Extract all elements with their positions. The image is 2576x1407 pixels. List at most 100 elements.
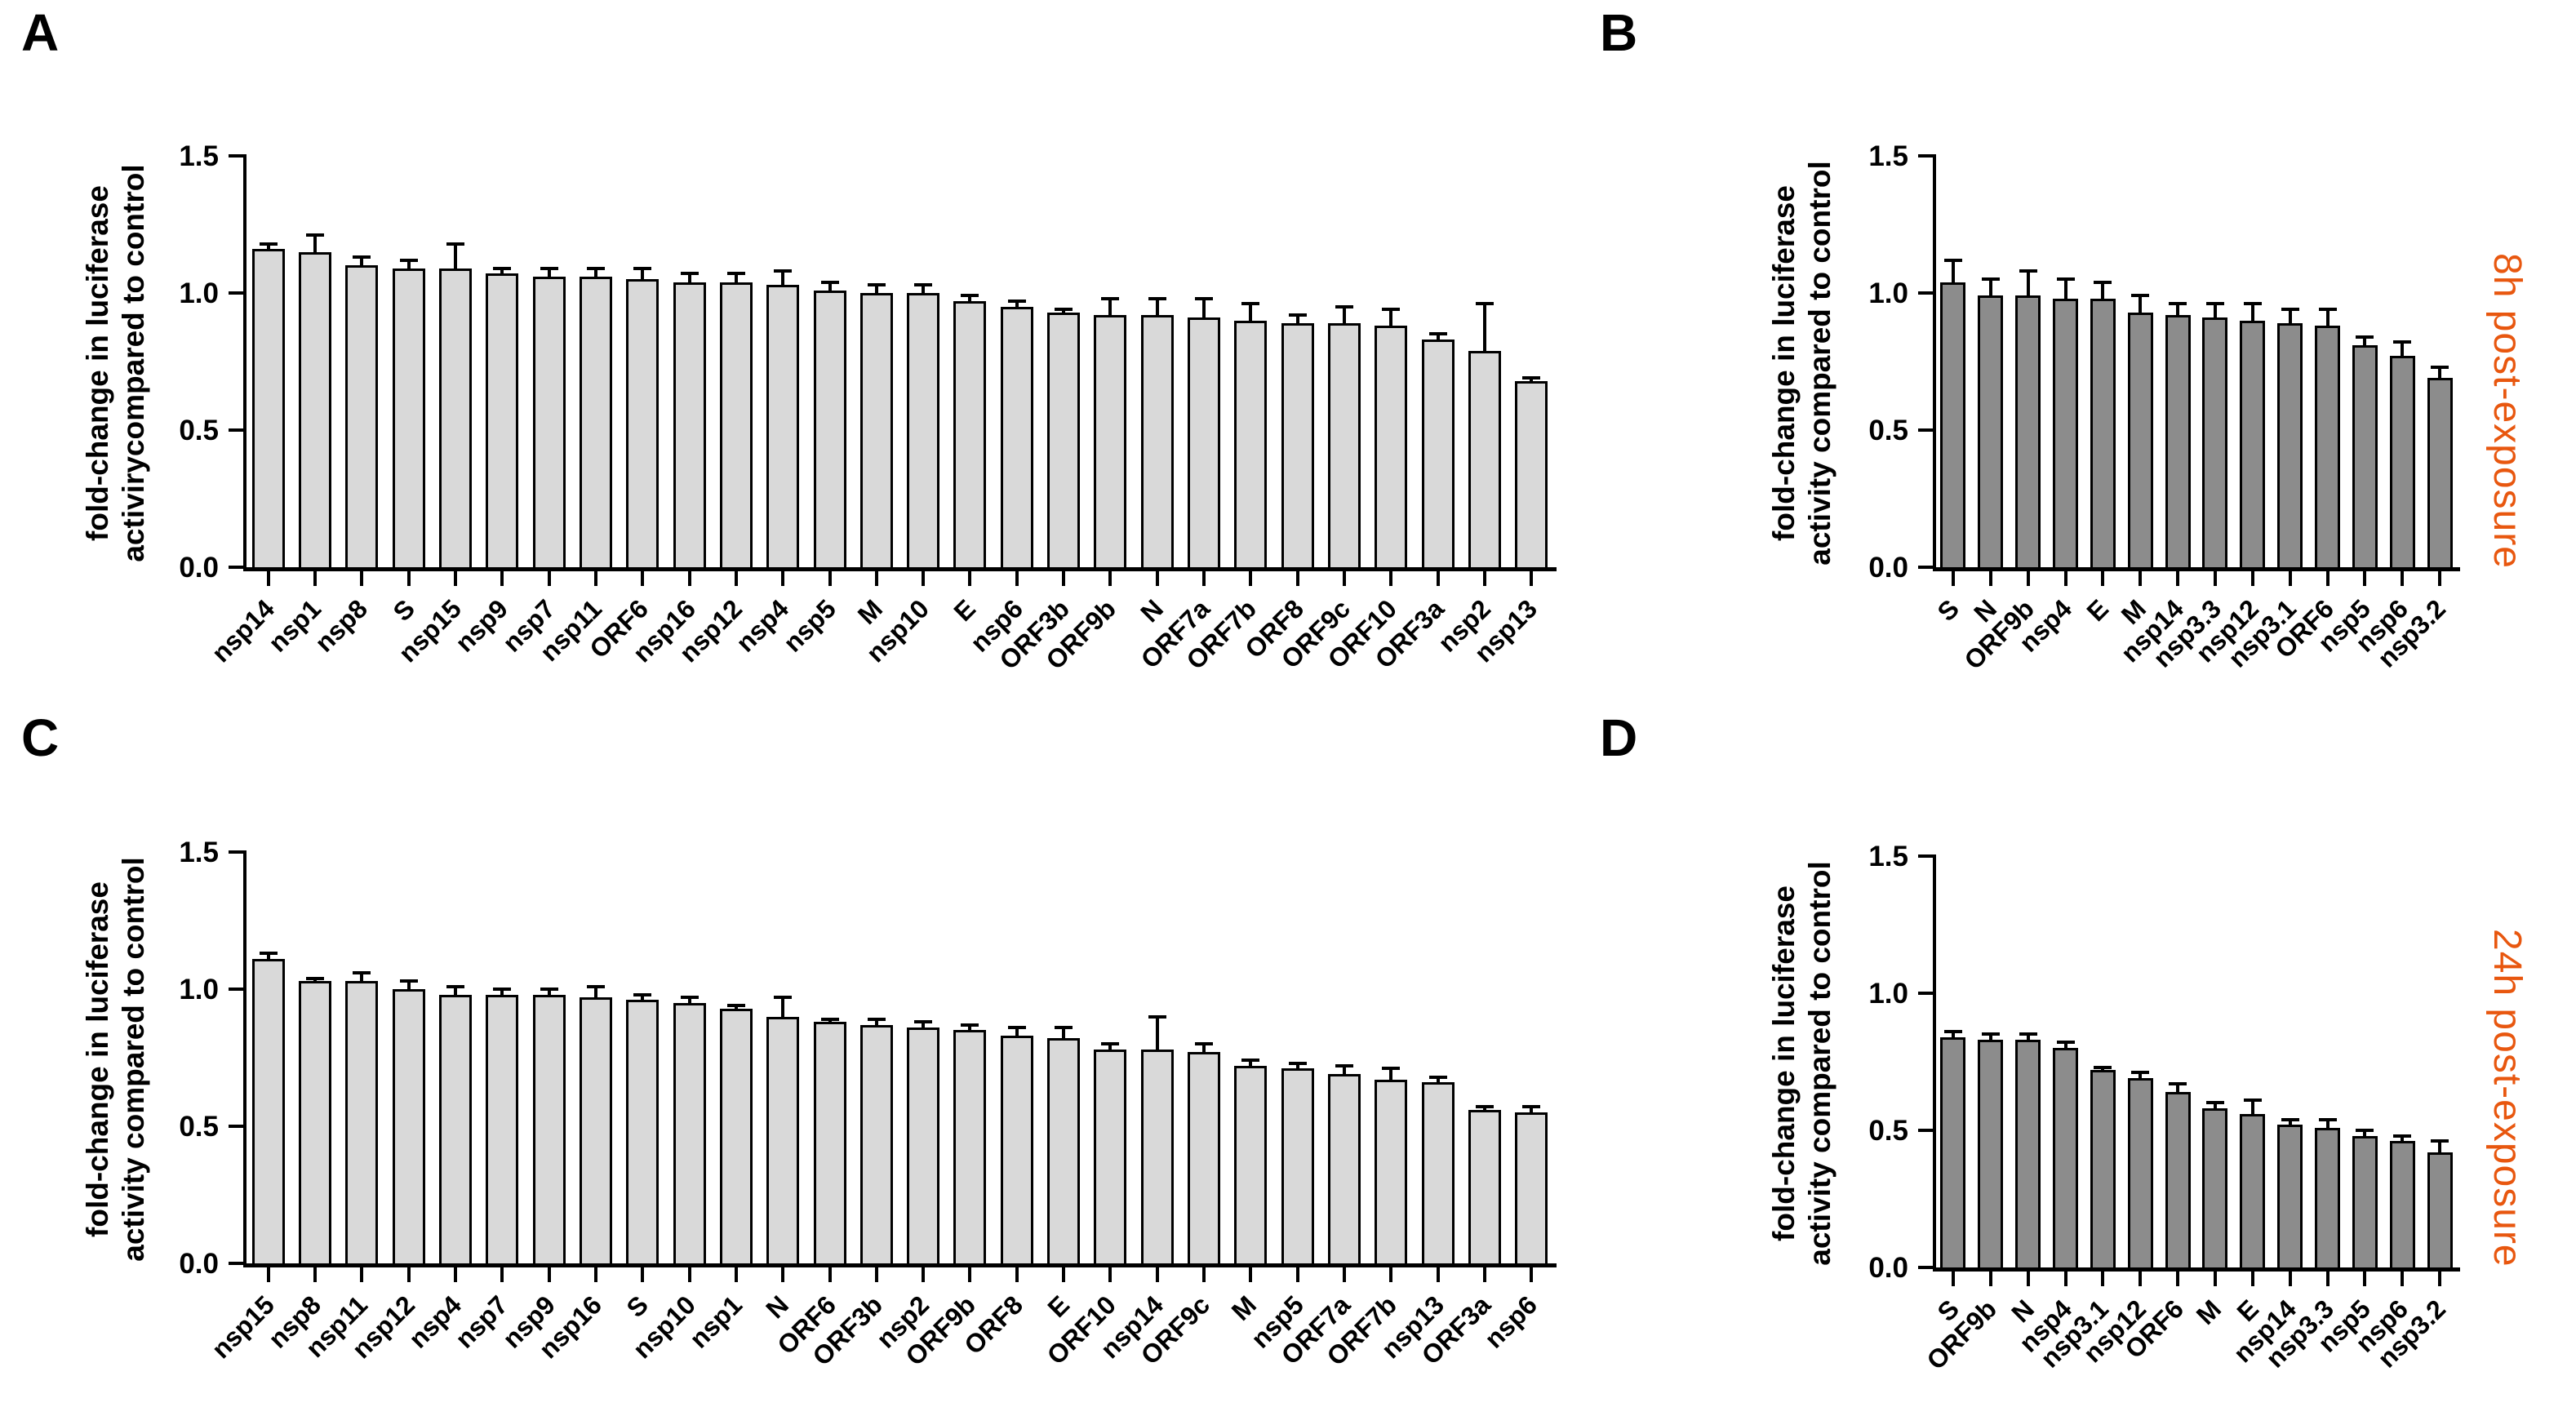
x-axis-line [1933,567,2460,571]
error-bar-cap [2318,308,2337,312]
error-bar-stem [1015,1028,1019,1043]
x-tick [1202,1267,1206,1282]
bar-E [953,301,987,570]
x-tick [2176,1272,2180,1286]
error-bar-cap [1288,1061,1307,1065]
error-bar-cap [2318,1117,2337,1121]
x-tick [500,1267,504,1282]
bar-nsp4 [2053,298,2078,570]
error-bar-cap [2169,302,2187,306]
error-bar-cap [305,233,324,237]
x-axis-line [1933,1267,2460,1272]
y-tick-label: 1.5 [179,837,219,868]
error-bar-stem [2250,1100,2254,1121]
error-bar-stem [1202,1044,1206,1059]
y-tick-label: 0.0 [1868,1252,1908,1284]
x-tick [781,1267,785,1282]
panel-letter-d: D [1600,708,1638,767]
x-tick [1483,571,1487,586]
panel-letter-b: B [1600,3,1638,62]
panel-letter-c: C [21,708,60,767]
error-bar-cap [2056,1041,2075,1045]
error-bar-stem [2438,1141,2442,1159]
y-tick-label: 0.0 [179,1248,219,1280]
bar-ORF3a [1421,340,1455,570]
x-tick [2139,571,2143,586]
y-axis-title: fold-change in luciferase activirycompare… [80,94,152,632]
x-axis-line [243,567,1557,571]
y-tick [229,566,245,569]
x-tick [1951,1272,1955,1286]
y-tick-label: 0.5 [179,1111,219,1143]
error-bar-cap [2056,277,2075,282]
y-tick [1918,1266,1934,1269]
bar-E [2090,298,2116,570]
bar-nsp13 [1421,1082,1455,1266]
y-axis-title: fold-change in luciferase activity compar… [80,790,152,1329]
x-tick [360,571,364,586]
error-bar-cap [446,984,464,988]
x-tick [2288,571,2292,586]
bar-nsp7 [486,994,519,1266]
bar-M [2127,312,2153,570]
error-bar-stem [874,284,878,300]
x-tick [2063,1272,2067,1286]
x-tick [2438,571,2442,586]
error-bar-stem [1155,1016,1159,1056]
y-tick-label: 1.5 [1868,841,1908,872]
bar-nsp7 [532,276,566,570]
y-tick [1918,291,1934,295]
error-bar-stem [734,273,738,289]
x-tick [922,571,926,586]
bar-nsp13 [1515,380,1548,570]
error-bar-stem [593,268,597,283]
error-bar-cap [2205,302,2224,306]
y-tick [1918,1129,1934,1132]
error-bar-cap [1148,1014,1166,1019]
error-bar-cap [1055,1026,1073,1030]
bar-nsp1 [719,1008,753,1266]
x-tick [734,1267,738,1282]
error-bar-cap [2094,280,2112,284]
error-bar-cap [1007,1026,1026,1030]
error-bar-stem [2325,309,2330,333]
error-bar-cap [914,282,933,286]
bar-nsp3.3 [2315,1127,2340,1270]
error-bar-cap [726,1004,745,1008]
x-tick [2213,571,2217,586]
y-tick-label: 1.0 [179,277,219,309]
error-bar-stem [360,972,364,988]
bar-N [766,1016,800,1266]
error-bar-cap [820,1017,839,1021]
bar-nsp11 [579,276,612,570]
bar-nsp12 [2240,320,2266,570]
bar-S [1940,1036,1966,1270]
error-bar-cap [867,282,886,286]
y-tick [229,850,245,854]
error-bar-cap [867,1017,886,1021]
y-tick-label: 1.0 [1868,277,1908,309]
error-bar-stem [781,271,785,291]
error-bar-cap [399,258,418,262]
y-tick [229,291,245,295]
x-tick [1530,1267,1534,1282]
bar-nsp6 [2389,1141,2415,1270]
error-bar-cap [2131,1071,2150,1075]
x-tick [1015,571,1019,586]
error-bar-stem [1951,260,1955,289]
x-tick [1389,571,1393,586]
x-tick [2401,571,2405,586]
error-bar-cap [1195,296,1214,300]
error-bar-cap [2019,269,2037,273]
error-bar-cap [1241,302,1260,306]
bar-nsp9 [532,994,566,1266]
bar-nsp12 [719,282,753,570]
error-bar-stem [922,284,926,300]
error-bar-cap [961,294,979,298]
bar-M [1234,1066,1268,1266]
x-tick [1483,1267,1487,1282]
x-tick [360,1267,364,1282]
error-bar-stem [828,282,832,297]
x-tick [1015,1267,1019,1282]
x-tick [593,1267,597,1282]
